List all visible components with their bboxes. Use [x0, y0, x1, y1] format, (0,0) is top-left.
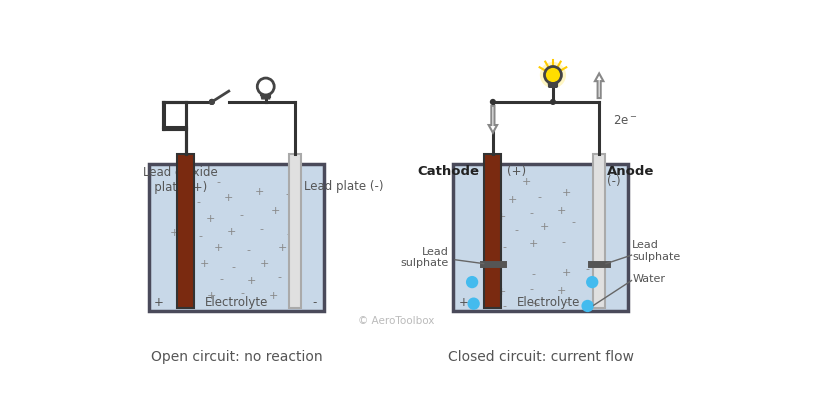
Text: +: + — [459, 297, 468, 309]
Text: -: - — [198, 231, 202, 241]
Text: © AeroToolbox: © AeroToolbox — [358, 316, 435, 325]
Text: +: + — [247, 275, 256, 285]
Text: -: - — [532, 269, 535, 280]
Circle shape — [550, 99, 556, 105]
Bar — [485, 154, 501, 308]
Text: Lead dioxide
   plate (+): Lead dioxide plate (+) — [143, 166, 217, 195]
Text: +: + — [180, 179, 189, 189]
Text: -: - — [561, 237, 565, 247]
Text: -: - — [286, 189, 290, 199]
Circle shape — [466, 276, 478, 288]
Circle shape — [490, 99, 496, 105]
Text: +: + — [153, 297, 164, 309]
Text: Anode: Anode — [607, 165, 654, 178]
Text: +: + — [206, 214, 215, 224]
Bar — [289, 154, 301, 308]
Text: +: + — [268, 291, 278, 301]
Text: +: + — [561, 268, 570, 278]
Circle shape — [544, 66, 561, 83]
Text: -: - — [277, 272, 282, 282]
Text: -: - — [503, 301, 507, 311]
Text: +: + — [557, 206, 566, 216]
Bar — [177, 154, 194, 308]
Text: +: + — [278, 243, 287, 253]
Text: -: - — [530, 209, 534, 218]
Text: +: + — [561, 188, 570, 198]
Text: -: - — [503, 242, 507, 252]
Text: -: - — [586, 264, 590, 274]
Text: 2e$^-$: 2e$^-$ — [613, 114, 637, 127]
Text: +: + — [529, 240, 539, 249]
Text: -: - — [185, 246, 189, 256]
Text: Water: Water — [632, 274, 665, 284]
Text: -: - — [564, 297, 568, 307]
Text: +: + — [224, 193, 233, 203]
Text: Electrolyte: Electrolyte — [517, 297, 580, 309]
Text: -: - — [538, 192, 542, 202]
Text: Lead plate (-): Lead plate (-) — [304, 180, 384, 193]
Text: +: + — [259, 259, 269, 268]
Text: -: - — [515, 225, 519, 235]
Text: Open circuit: no reaction: Open circuit: no reaction — [151, 350, 322, 364]
Polygon shape — [489, 106, 497, 133]
Text: -: - — [530, 284, 534, 294]
Text: -: - — [232, 262, 235, 272]
Bar — [593, 154, 605, 308]
Text: Lead
sulphate: Lead sulphate — [632, 240, 681, 262]
Text: +: + — [508, 195, 517, 206]
Polygon shape — [595, 74, 603, 98]
Text: +: + — [497, 287, 506, 297]
Text: +: + — [226, 227, 236, 237]
Text: +: + — [490, 273, 500, 282]
Text: -: - — [572, 217, 576, 227]
Circle shape — [209, 99, 215, 105]
Text: +: + — [270, 206, 280, 216]
Polygon shape — [548, 83, 557, 87]
Text: Cathode: Cathode — [417, 165, 479, 178]
Text: (-): (-) — [607, 176, 620, 188]
Text: +: + — [521, 177, 530, 187]
Text: +: + — [185, 277, 195, 287]
Text: +: + — [213, 243, 223, 253]
Bar — [149, 164, 324, 311]
Text: -: - — [216, 177, 220, 187]
Text: +: + — [207, 291, 216, 301]
Circle shape — [468, 297, 480, 310]
Circle shape — [582, 300, 594, 312]
Text: +: + — [171, 228, 180, 238]
Text: +: + — [486, 227, 495, 237]
Text: -: - — [259, 224, 264, 234]
Polygon shape — [261, 95, 270, 99]
Text: (+): (+) — [507, 165, 526, 178]
Text: +: + — [530, 299, 540, 309]
Text: -: - — [239, 210, 243, 220]
Text: +: + — [199, 259, 209, 268]
Text: -: - — [179, 290, 183, 299]
Circle shape — [257, 78, 274, 95]
Text: -: - — [496, 179, 500, 189]
Text: Electrolyte: Electrolyte — [205, 297, 268, 309]
Text: +: + — [557, 285, 566, 296]
Text: Closed circuit: current flow: Closed circuit: current flow — [448, 350, 634, 364]
Circle shape — [209, 99, 215, 105]
Circle shape — [586, 276, 598, 288]
Text: +: + — [255, 187, 264, 197]
Text: -: - — [196, 197, 200, 207]
Text: +: + — [540, 222, 549, 232]
Text: +: + — [497, 211, 506, 222]
Text: -: - — [246, 245, 251, 255]
Text: -: - — [291, 260, 295, 270]
Circle shape — [540, 62, 566, 88]
Bar — [453, 164, 628, 311]
Text: -: - — [287, 229, 290, 240]
Text: -: - — [312, 297, 317, 309]
Text: -: - — [241, 288, 245, 298]
Text: -: - — [175, 263, 180, 273]
Text: -: - — [219, 274, 223, 284]
Text: Lead
sulphate: Lead sulphate — [401, 247, 449, 268]
